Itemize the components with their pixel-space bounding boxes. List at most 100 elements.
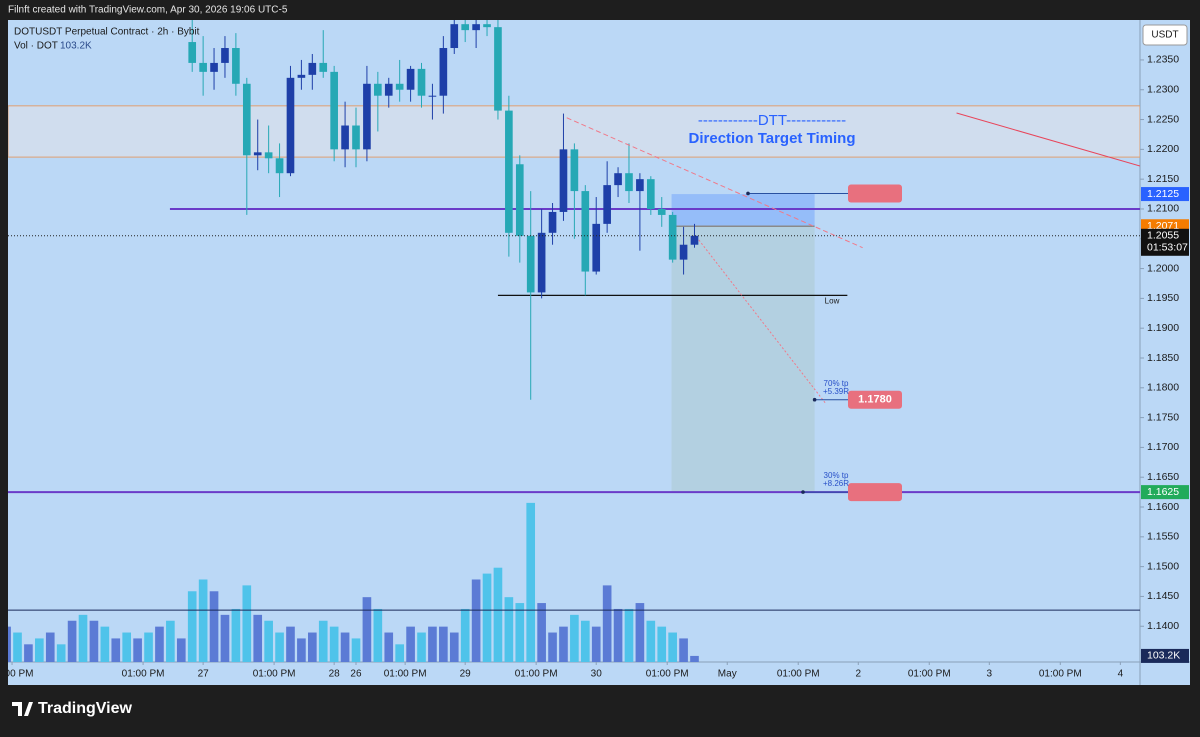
brand: TradingView (38, 700, 133, 717)
y-tick-label: 1.1950 (1147, 292, 1179, 304)
candle-body (614, 173, 622, 186)
price-badge-label: 1.2125 (1147, 188, 1179, 200)
candle-body (570, 149, 579, 192)
candle-body (395, 83, 404, 90)
target-note: +5.39R (823, 387, 849, 396)
volume-bar (624, 608, 634, 662)
volume-bar (166, 620, 175, 662)
candle-body (330, 71, 338, 150)
volume-bar (56, 644, 66, 662)
candle-body (505, 110, 513, 233)
volume-bar (13, 632, 22, 662)
price-badge-label: 1.1625 (1147, 486, 1179, 498)
credit: Filnft created with TradingView.com, Apr… (8, 5, 288, 16)
candle-body (548, 211, 557, 233)
volume-bar (384, 632, 394, 662)
y-tick-label: 1.2200 (1147, 143, 1179, 155)
candle-body (232, 48, 240, 84)
currency-badge (1142, 24, 1188, 46)
x-tick-label: May (718, 669, 737, 680)
x-tick-label: 01:00 PM (515, 669, 558, 680)
candle-body (374, 83, 382, 96)
volume-bar (493, 567, 503, 662)
volume-bar (264, 620, 273, 662)
volume-bar (329, 626, 339, 662)
candle-body (428, 95, 437, 97)
candle-body (406, 68, 415, 90)
y-tick-label: 1.1600 (1147, 501, 1179, 513)
y-tick-label: 1.1900 (1147, 322, 1179, 334)
volume-bar (340, 632, 350, 662)
candle-body (592, 223, 601, 272)
volume-bar (231, 608, 241, 662)
x-tick-label: 26 (350, 669, 362, 680)
y-tick-label: 1.2150 (1147, 173, 1179, 185)
candle-body (210, 62, 218, 72)
price-badge (1141, 187, 1189, 202)
y-tick-label: 1.1750 (1147, 411, 1179, 423)
volume-bar (668, 632, 677, 662)
y-tick-label: 1.1450 (1147, 590, 1179, 602)
y-tick-label: 1.1850 (1147, 352, 1179, 364)
y-tick-label: 1.1400 (1147, 620, 1179, 632)
candle-body (526, 235, 535, 293)
volume-bar (580, 620, 590, 662)
trend-line (566, 117, 863, 249)
candle-body (319, 62, 328, 72)
volume-bar (515, 603, 525, 662)
volume-bar (351, 638, 361, 662)
chart-background (8, 20, 1190, 685)
candle-body (242, 83, 251, 156)
level-label: Low (825, 297, 840, 306)
x-tick-label: 01:00 PM (1039, 669, 1082, 680)
candle-body (352, 125, 360, 150)
target-note: 30% tp (824, 471, 849, 480)
candle-body (625, 173, 633, 192)
x-tick-label: 29 (460, 669, 472, 680)
candle-body (581, 191, 590, 272)
volume-bar (275, 632, 284, 662)
brand-logo: TradingView (12, 700, 133, 717)
y-tick-label: 1.1650 (1147, 471, 1179, 483)
candle-body (308, 62, 317, 75)
candle-body (341, 125, 349, 150)
candle-body (439, 48, 448, 96)
volume-bar (373, 608, 383, 662)
volume-bar (602, 585, 612, 662)
x-tick-label: 4 (1118, 669, 1124, 680)
x-tick-label: 27 (198, 669, 210, 680)
x-tick-label: 2 (856, 669, 862, 680)
target-label: 1.1780 (858, 394, 892, 406)
volume-legend-value: 103.2K (60, 41, 92, 52)
currency: USDT (1151, 30, 1178, 41)
candle-body (417, 68, 426, 96)
countdown: 01:53:07 (1147, 242, 1188, 254)
volume-bar (471, 579, 481, 662)
x-tick-label: 01:00 PM (253, 669, 296, 680)
volume-bar (679, 638, 688, 662)
position-risk (671, 194, 815, 227)
candle-body (515, 164, 524, 236)
volume-bar (35, 638, 44, 662)
volume-bar (635, 603, 645, 662)
y-tick-label: 1.2100 (1147, 203, 1179, 215)
volume-bar (537, 603, 546, 662)
candle-body (384, 83, 393, 96)
candle-body (483, 24, 491, 28)
volume-bar (439, 626, 448, 662)
candle-body (603, 185, 611, 224)
candle-body (537, 232, 546, 293)
volume-bar (406, 626, 415, 662)
volume-bar (559, 626, 568, 662)
candle-body (286, 77, 295, 174)
volume-bar (111, 638, 121, 662)
y-tick-label: 1.1800 (1147, 382, 1179, 394)
candle-body (559, 149, 568, 212)
last-price-label: 1.2055 (1147, 230, 1179, 242)
candle-body (221, 48, 229, 63)
volume-bar (613, 608, 623, 662)
target-note: +8.26R (823, 479, 849, 488)
volume-bar (155, 626, 164, 662)
x-tick-label: 01:00 PM (0, 669, 33, 680)
volume-bar (526, 502, 536, 662)
